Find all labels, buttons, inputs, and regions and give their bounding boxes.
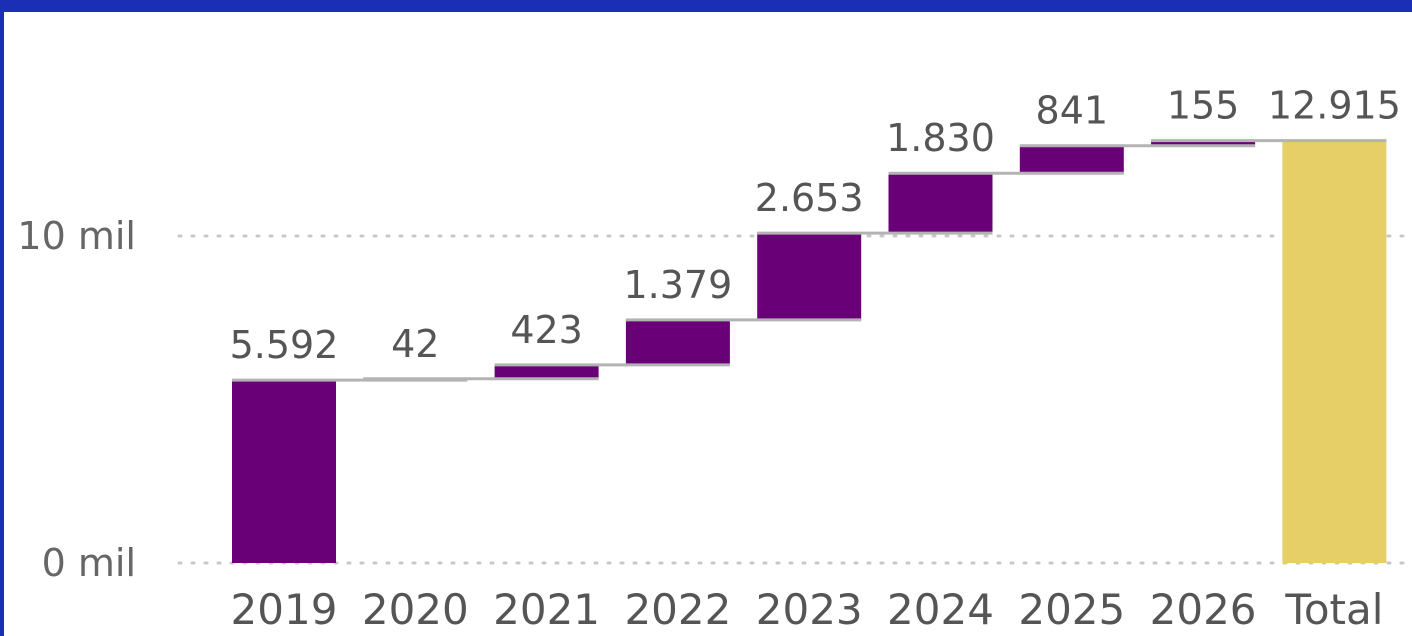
data-label: 1.379 xyxy=(624,263,733,307)
x-axis-tick-label: 2023 xyxy=(756,585,863,634)
bar-2019 xyxy=(232,380,336,563)
data-label: 42 xyxy=(391,322,439,366)
x-axis-tick-label: 2025 xyxy=(1018,585,1125,634)
data-label: 841 xyxy=(1036,89,1109,133)
x-axis-tick-label: 2020 xyxy=(362,585,469,634)
data-label: 155 xyxy=(1167,84,1240,128)
data-label: 2.653 xyxy=(755,176,864,220)
waterfall-chart: 0 mil 10 mil 5.592 2019 42 2020 423 2021 1.379 20… xyxy=(17,84,1410,634)
chart-frame: 0 mil 10 mil 5.592 2019 42 2020 423 2021 1.379 20… xyxy=(4,12,1412,636)
x-axis-tick-label: Total xyxy=(1284,585,1383,634)
x-axis-tick-label: 2026 xyxy=(1150,585,1257,634)
data-label: 5.592 xyxy=(230,323,339,367)
data-label: 423 xyxy=(510,308,583,352)
bar-total xyxy=(1282,140,1387,563)
bar-2022 xyxy=(625,319,730,365)
bar-2021 xyxy=(494,364,599,379)
x-axis-tick-label: 2019 xyxy=(231,585,338,634)
bar-2026 xyxy=(1151,140,1256,146)
y-axis-tick-label: 10 mil xyxy=(17,214,136,258)
x-axis-tick-label: 2021 xyxy=(493,585,600,634)
data-label: 1.830 xyxy=(886,116,995,160)
data-label: 12.915 xyxy=(1268,84,1401,128)
bar-2023 xyxy=(757,233,862,320)
y-axis-tick-label: 0 mil xyxy=(42,541,136,585)
bar-2025 xyxy=(1019,145,1124,174)
x-axis-tick-label: 2024 xyxy=(887,585,994,634)
bar-2024 xyxy=(888,173,993,234)
x-axis-tick-label: 2022 xyxy=(624,585,731,634)
